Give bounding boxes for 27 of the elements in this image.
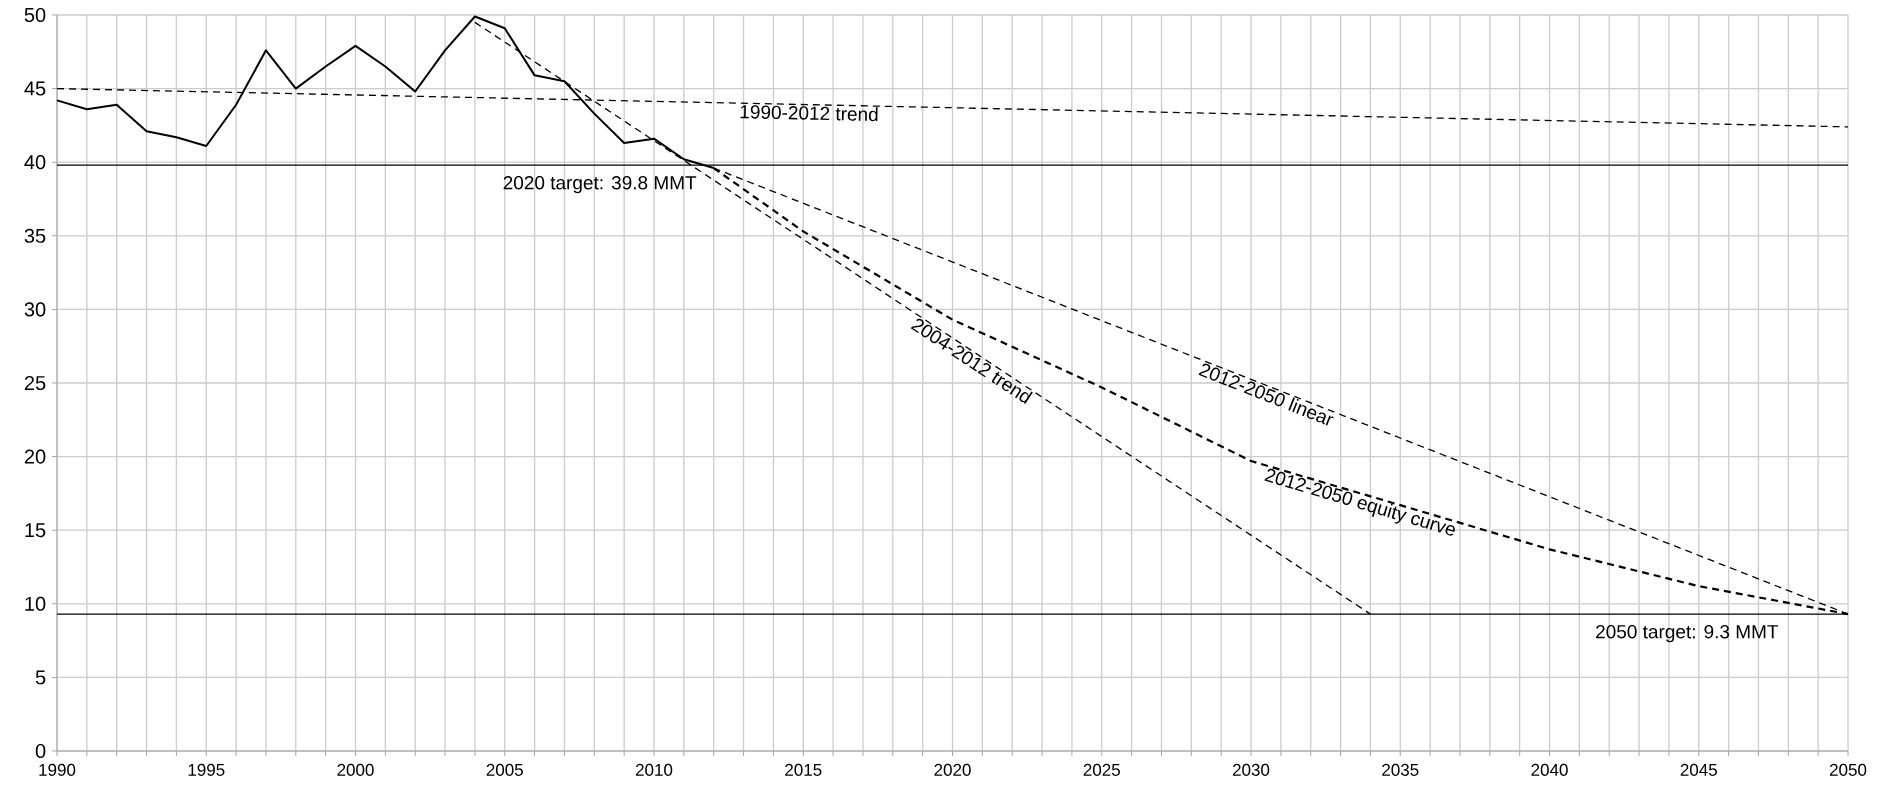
x-tick-label: 2015 <box>785 763 822 776</box>
y-tick-label: 0 <box>35 743 46 759</box>
x-tick-label: 2035 <box>1382 763 1419 776</box>
x-tick-label: 2020 <box>934 763 971 776</box>
x-tick-label: 2040 <box>1531 763 1568 776</box>
y-tick-label: 20 <box>24 449 46 464</box>
y-tick-label: 50 <box>24 7 46 23</box>
series-label: 1990-2012 trend <box>740 105 878 122</box>
y-tick-label: 25 <box>24 375 46 391</box>
y-tick-label: 45 <box>24 81 46 96</box>
y-tick-label: 40 <box>24 155 46 170</box>
x-tick-label: 2045 <box>1680 763 1717 776</box>
x-tick-label: 2030 <box>1232 763 1270 776</box>
ref-line-label: 2020 target: 39.8 MMT <box>503 176 697 194</box>
x-tick-label: 2005 <box>486 763 523 776</box>
y-tick-label: 10 <box>25 596 46 611</box>
ref-line-label: 2050 target: 9.3 MMT <box>1596 624 1779 643</box>
x-tick-label: 2000 <box>337 763 374 776</box>
x-tick-label: 1990 <box>39 763 76 776</box>
y-tick-label: 30 <box>24 302 46 317</box>
x-tick-label: 2010 <box>635 763 673 776</box>
x-tick-label: 2050 <box>1829 763 1867 776</box>
x-tick-label: 2025 <box>1083 763 1120 776</box>
y-tick-label: 5 <box>35 670 46 685</box>
y-tick-label: 15 <box>25 523 46 538</box>
y-tick-label: 35 <box>24 228 46 243</box>
x-tick-label: 1995 <box>188 763 225 776</box>
